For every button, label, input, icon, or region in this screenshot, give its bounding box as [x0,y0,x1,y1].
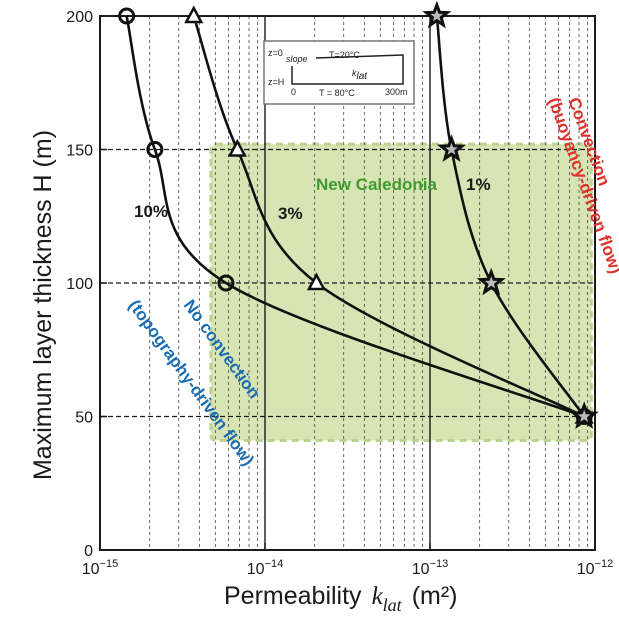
data-point-triangle [306,272,327,291]
y-ticks: 0 50 100 150 200 [66,9,107,560]
data-point-circle [146,141,164,158]
inset-k: klat [352,68,368,82]
inset-length: 300m [385,87,408,97]
x-tick-label: 10−13 [412,558,448,578]
series-label-1pct: 1% [466,175,491,194]
x-tick-label: 10−12 [577,558,613,578]
inset-domain [291,54,404,85]
series-line-2 [435,15,586,418]
inset-top-temp: T=20°C [329,50,360,60]
y-tick-label: 50 [75,410,93,427]
x-ticks: 10−15 10−14 10−13 10−12 [82,543,613,578]
inset-z0: z=0 [268,48,283,58]
data-point-star [436,134,467,162]
y-tick-label: 200 [66,9,93,26]
inset-frame [263,40,415,105]
y-axis-label: Maximum layer thickness H (m) [29,130,57,480]
region-box [209,142,593,443]
data-point-star [569,401,599,429]
series-line-1 [192,15,585,418]
new-caledonia-region [209,142,593,443]
inset-bottom-temp: T = 80°C [319,88,355,98]
data-point-triangle [227,138,247,157]
data-point-star [476,267,506,296]
inset-origin: 0 [291,87,296,97]
inset-slope: slope [286,54,308,64]
series-label-10pct: 10% [134,202,168,221]
data-point-circle [118,7,136,25]
data-point-circle [217,274,235,292]
x-tick-label: 10−14 [247,558,283,578]
data-point-triangle [184,5,204,24]
y-tick-label: 0 [84,543,93,560]
data-point-star [422,0,452,29]
series-layer [118,0,599,429]
inset-schematic: z=0 slope T=20°C klat z=H 0 T = 80°C 300… [263,40,415,105]
series-label-3pct: 3% [278,204,303,223]
grid [100,16,595,550]
series-line-0 [125,15,585,418]
y-tick-label: 100 [66,276,93,293]
x-tick-label: 10−15 [82,558,118,578]
y-tick-label: 150 [66,143,93,160]
new-caledonia-label: New Caledonia [316,175,437,194]
x-axis-label: Permeability klat (m²) [224,582,458,615]
inset-zH: z=H [268,77,284,87]
